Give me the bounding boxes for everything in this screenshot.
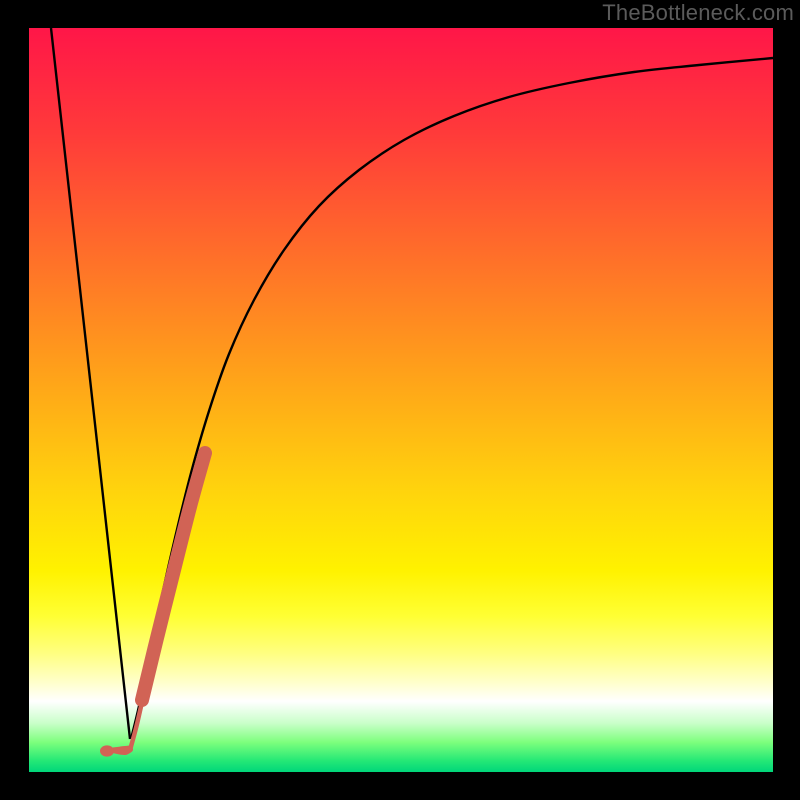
chart-svg: [29, 28, 773, 772]
gradient-background: [29, 28, 773, 772]
watermark-label: TheBottleneck.com: [602, 0, 794, 26]
bottleneck-chart: [29, 28, 773, 772]
dip-marker-head: [100, 745, 114, 756]
